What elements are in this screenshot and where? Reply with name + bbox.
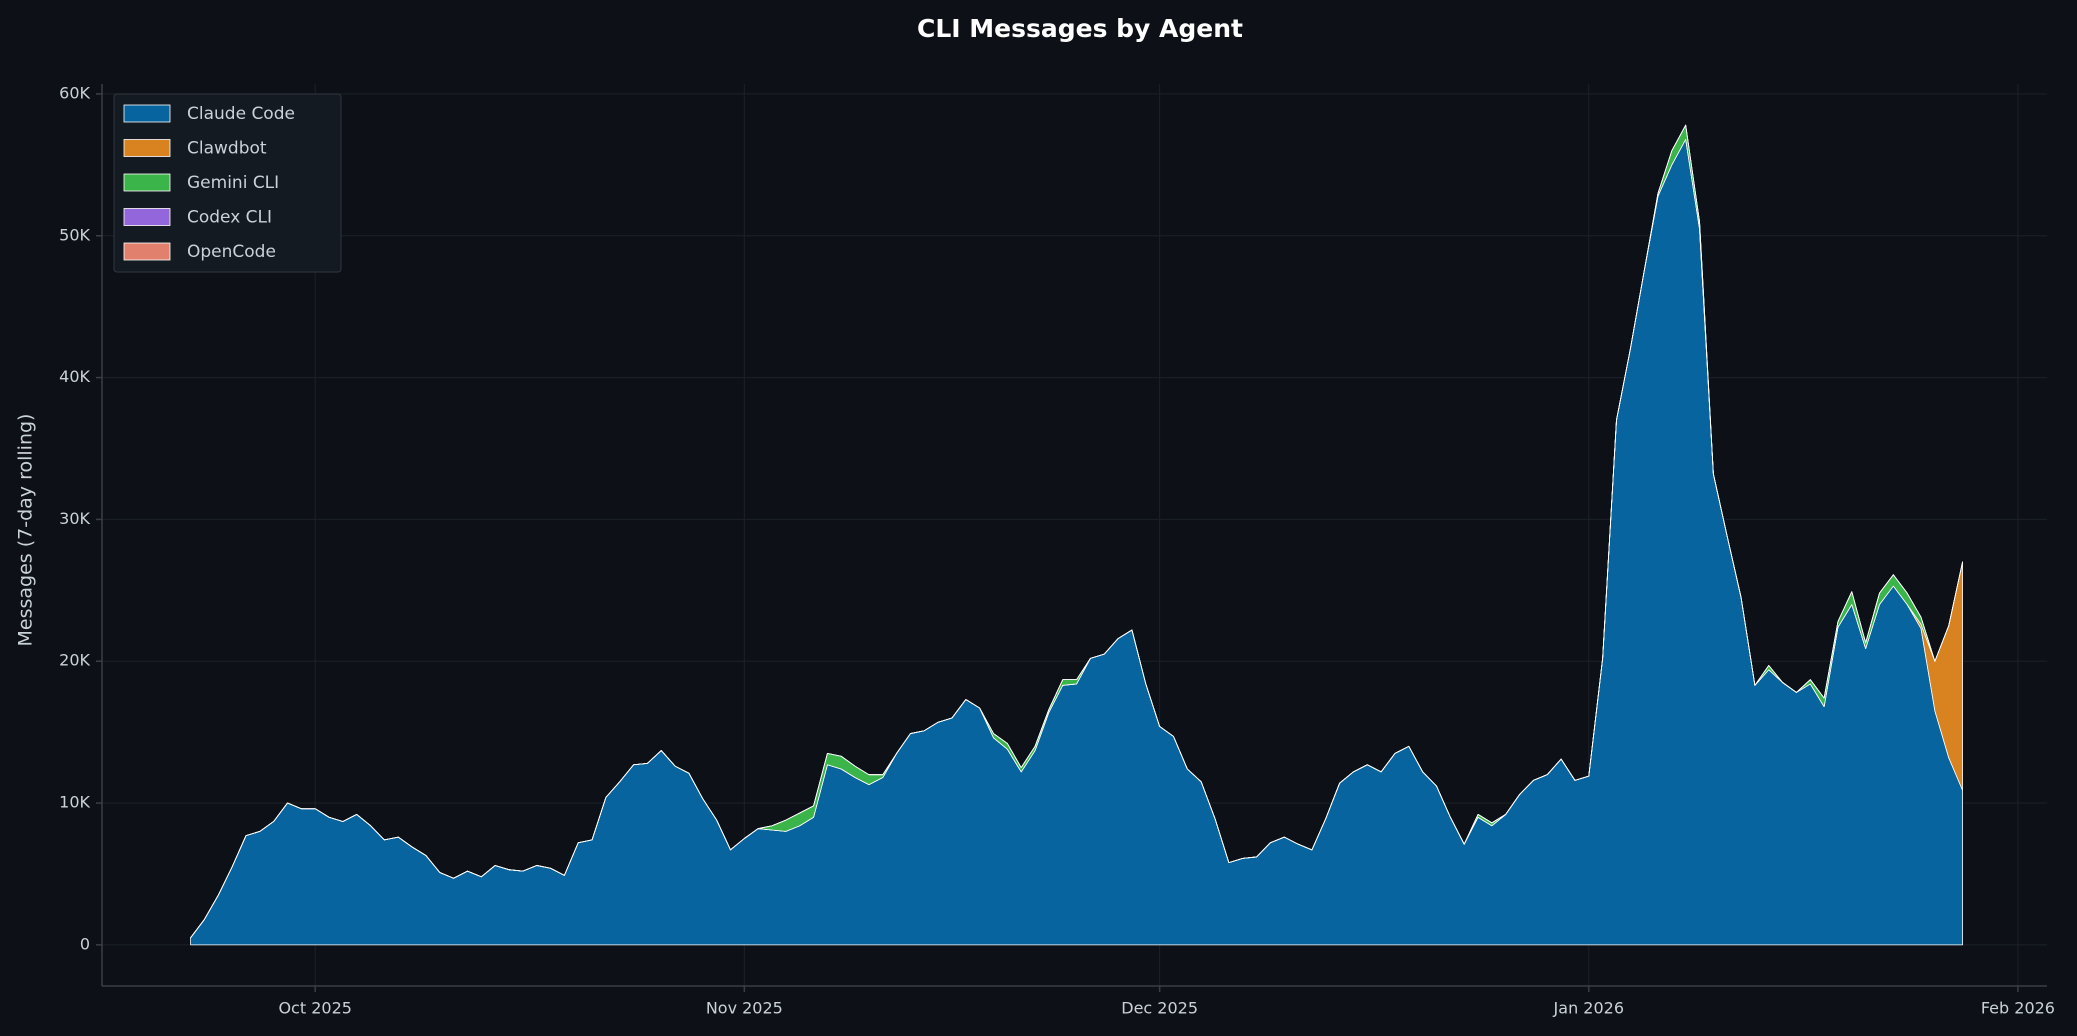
areas — [190, 124, 1963, 946]
legend-label: OpenCode — [187, 242, 276, 262]
x-tick-label: Jan 2026 — [1553, 999, 1624, 1018]
x-tick-label: Dec 2025 — [1121, 999, 1198, 1018]
axes — [101, 84, 2047, 987]
legend-label: Claude Code — [187, 104, 295, 124]
legend-swatch — [123, 242, 171, 261]
legend-swatch — [123, 104, 171, 123]
y-tick-label: 20K — [59, 651, 90, 670]
legend-label: Clawdbot — [187, 139, 267, 159]
y-tick-label: 0 — [80, 934, 90, 953]
y-tick-label: 10K — [59, 793, 90, 812]
y-tick-label: 60K — [59, 83, 90, 102]
y-tick-label: 50K — [59, 225, 90, 244]
x-tick-label: Oct 2025 — [278, 999, 351, 1018]
x-tick-label: Nov 2025 — [706, 999, 783, 1018]
legend-swatch — [123, 173, 171, 192]
chart-title: CLI Messages by Agent — [917, 14, 1243, 43]
legend-label: Codex CLI — [187, 208, 272, 228]
legend-swatch — [123, 208, 171, 226]
legend: Claude Code Clawdbot Gemini CLI Codex CLI Op… — [113, 93, 342, 273]
y-tick-label: 30K — [59, 509, 90, 528]
x-tick-label: Feb 2026 — [1981, 999, 2055, 1018]
area — [190, 124, 1963, 939]
ticks: 0 10K 20K 30K 40K 50K 60K Oct 2025 Nov 2025 Dec 2… — [59, 83, 2055, 1017]
legend-swatch — [123, 139, 171, 157]
legend-label: Gemini CLI — [187, 173, 279, 193]
y-tick-label: 40K — [59, 367, 90, 386]
y-axis-label: Messages (7-day rolling) — [15, 414, 37, 647]
legend-box — [113, 93, 342, 273]
